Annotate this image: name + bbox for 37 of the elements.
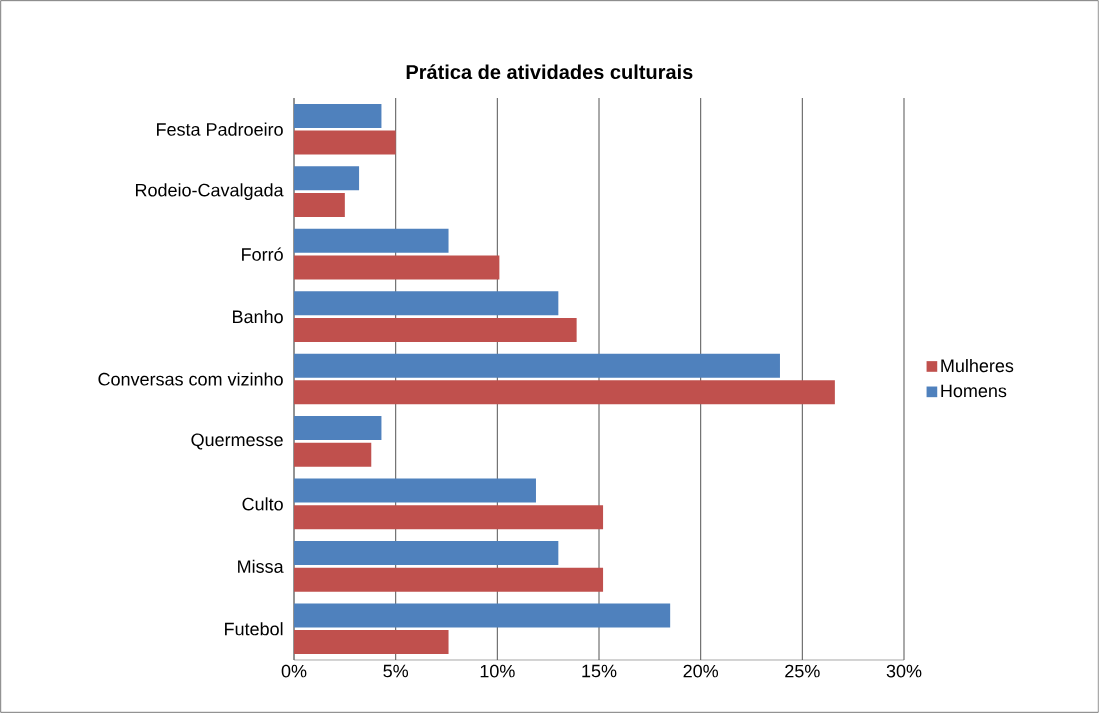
x-tick-label: 10%: [480, 664, 515, 678]
bar: [294, 103, 382, 128]
bar: [294, 193, 345, 217]
y-tick-label: Festa Padroeiro: [157, 122, 283, 136]
bar: [294, 380, 835, 405]
bar: [294, 442, 372, 467]
legend-label: Homens: [941, 384, 1007, 398]
bar: [294, 416, 382, 441]
bar: [294, 255, 500, 280]
y-tick-label: Culto: [242, 497, 283, 511]
bar: [294, 228, 449, 253]
bar: [294, 567, 604, 592]
bar: [294, 166, 360, 191]
bar: [294, 353, 780, 378]
x-tick-label: 30%: [886, 664, 922, 678]
x-tick-label: 20%: [683, 664, 719, 678]
x-tick-label: 15%: [582, 664, 617, 678]
y-tick-label: Banho: [233, 309, 283, 324]
x-tick-label: 5%: [383, 664, 409, 678]
x-tick-label: 0%: [281, 664, 307, 678]
bar: [294, 130, 396, 155]
bar: [294, 603, 671, 628]
bar: [294, 505, 604, 530]
y-tick-label: Forró: [242, 247, 283, 261]
y-tick-label: Missa: [238, 559, 284, 573]
y-tick-label: Futebol: [225, 622, 283, 636]
bar: [294, 478, 536, 503]
legend-label: Mulheres: [941, 358, 1014, 373]
bar: [294, 540, 559, 565]
y-tick-label: Conversas com vizinho: [98, 372, 283, 386]
bar: [294, 317, 577, 342]
x-tick-label: 25%: [785, 664, 820, 678]
bar: [294, 291, 559, 316]
y-tick-label: Rodeio-Cavalgada: [135, 183, 284, 201]
bar: [294, 630, 449, 655]
chart-title: Prática de atividades culturais: [406, 64, 693, 80]
y-tick-label: Quermesse: [191, 433, 283, 450]
